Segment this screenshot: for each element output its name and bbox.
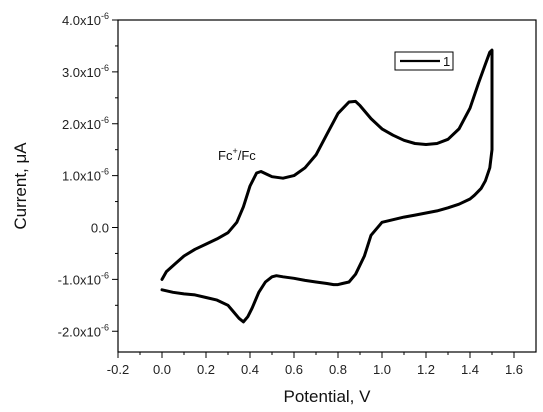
x-tick-label: 1.0 xyxy=(373,362,391,377)
x-tick-label: 0.6 xyxy=(285,362,303,377)
y-tick-label: 3.0x10-6 xyxy=(62,63,109,80)
x-tick-labels: -0.2 0.0 0.2 0.4 0.6 0.8 1.0 1.2 1.4 1.6 xyxy=(107,362,523,377)
y-tick-label: 4.0x10-6 xyxy=(62,11,109,28)
y-axis-title: Current, μA xyxy=(11,142,30,230)
x-tick-label: 1.4 xyxy=(461,362,479,377)
y-tick-label: 2.0x10-6 xyxy=(62,115,109,132)
x-tick-label: 1.6 xyxy=(505,362,523,377)
y-tick-label: 0.0 xyxy=(91,221,109,236)
x-tick-label: 0.4 xyxy=(241,362,259,377)
fc-annotation: Fc+/Fc xyxy=(218,146,256,163)
fc-annotation-sup: + xyxy=(232,146,237,156)
fc-annotation-rest: /Fc xyxy=(238,148,257,163)
x-tick-label: 0.0 xyxy=(153,362,171,377)
y-tick-label: -2.0x10-6 xyxy=(58,322,109,339)
y-tick-label: -1.0x10-6 xyxy=(58,270,109,287)
x-tick-label: -0.2 xyxy=(107,362,129,377)
x-tick-label: 1.2 xyxy=(417,362,435,377)
y-tick-label: 1.0x10-6 xyxy=(62,167,109,184)
x-axis-title: Potential, V xyxy=(284,387,372,406)
plot-frame xyxy=(117,19,537,353)
axis-ticks xyxy=(112,19,515,358)
series-1-line xyxy=(160,48,494,324)
y-tick-labels: -2.0x10-6 -1.0x10-6 0.0 1.0x10-6 2.0x10-6 3.0… xyxy=(58,11,109,339)
x-tick-label: 0.8 xyxy=(329,362,347,377)
legend: 1 xyxy=(394,51,454,71)
legend-label: 1 xyxy=(443,54,450,69)
fc-annotation-base: Fc xyxy=(218,148,233,163)
x-tick-label: 0.2 xyxy=(197,362,215,377)
